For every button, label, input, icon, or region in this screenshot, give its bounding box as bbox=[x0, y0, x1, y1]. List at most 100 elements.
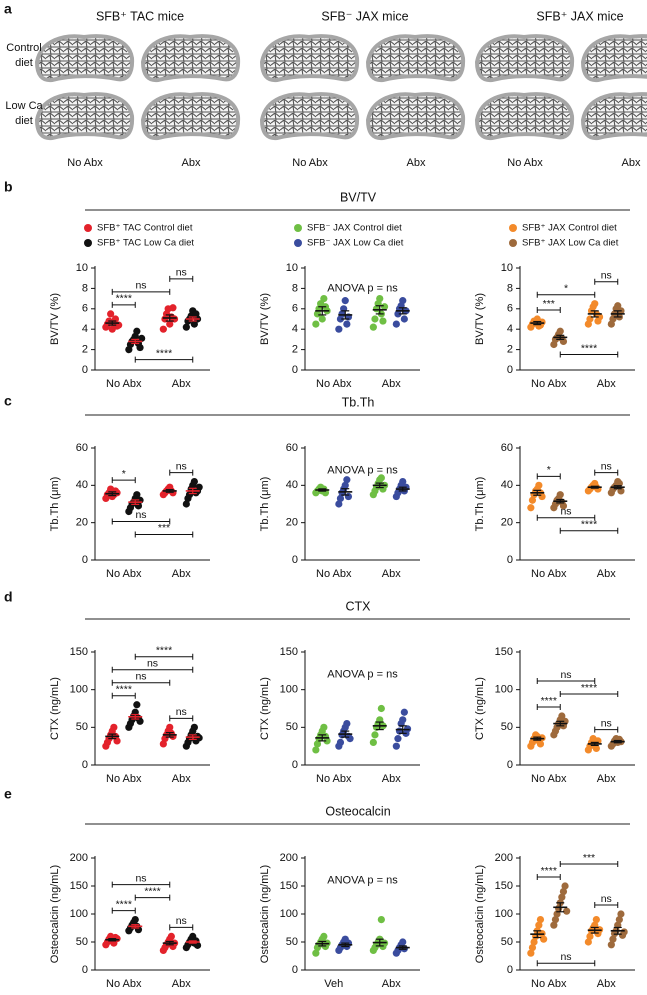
y-tick-label: 100 bbox=[280, 684, 298, 696]
significance-bracket bbox=[536, 874, 561, 880]
significance-label: **** bbox=[581, 682, 597, 694]
significance-label: **** bbox=[156, 645, 172, 657]
data-point bbox=[341, 297, 349, 305]
legend-swatch bbox=[509, 239, 517, 247]
y-axis-label: Tb.Th (μm) bbox=[474, 477, 486, 532]
significance-bracket bbox=[169, 275, 194, 282]
data-point bbox=[166, 723, 174, 731]
row-title: Osteocalcin bbox=[325, 804, 390, 818]
data-point bbox=[536, 916, 545, 924]
y-axis-label: CTX (ng/mL) bbox=[49, 677, 61, 740]
data-point bbox=[380, 303, 389, 311]
significance-bracket bbox=[536, 514, 596, 521]
data-point bbox=[400, 708, 408, 716]
significance-bracket bbox=[536, 678, 596, 685]
y-tick-label: 100 bbox=[495, 684, 513, 696]
significance-bracket bbox=[594, 469, 619, 476]
data-point bbox=[167, 932, 175, 941]
data-point bbox=[107, 310, 115, 318]
significance-bracket bbox=[111, 881, 171, 888]
x-tick-label: Abx bbox=[172, 773, 191, 785]
data-point bbox=[369, 323, 377, 331]
y-axis-label: Osteocalcin (ng/mL) bbox=[259, 865, 271, 963]
treatment-label: No Abx bbox=[507, 157, 543, 169]
y-tick-label: 0 bbox=[82, 964, 88, 976]
legend-swatch bbox=[294, 224, 302, 232]
data-point bbox=[166, 320, 174, 328]
y-tick-label: 200 bbox=[495, 852, 513, 864]
y-tick-label: 150 bbox=[70, 880, 88, 892]
annotation: ANOVA p = ns bbox=[327, 669, 398, 681]
y-tick-label: 100 bbox=[280, 908, 298, 920]
y-axis-label: BV/TV (%) bbox=[474, 293, 486, 345]
significance-bracket bbox=[559, 691, 619, 698]
x-tick-label: No Abx bbox=[316, 378, 352, 390]
x-tick-label: No Abx bbox=[316, 568, 352, 580]
significance-label: ns bbox=[560, 506, 571, 518]
data-point bbox=[376, 295, 384, 303]
significance-label: **** bbox=[581, 342, 597, 354]
row-label: diet bbox=[15, 57, 33, 69]
data-point bbox=[159, 325, 167, 333]
significance-label: ns bbox=[135, 671, 146, 683]
y-tick-label: 200 bbox=[70, 852, 88, 864]
data-point bbox=[138, 334, 146, 342]
data-point bbox=[320, 295, 328, 303]
data-point bbox=[528, 944, 537, 952]
significance-label: ns bbox=[560, 951, 571, 963]
data-point bbox=[399, 716, 407, 724]
data-point bbox=[609, 935, 617, 943]
significance-bracket bbox=[111, 692, 136, 699]
significance-bracket bbox=[536, 291, 596, 298]
treatment-label: No Abx bbox=[292, 157, 328, 169]
row-label: Low Ca bbox=[5, 100, 43, 112]
data-point bbox=[559, 888, 568, 896]
y-tick-label: 50 bbox=[76, 721, 88, 733]
y-tick-label: 150 bbox=[495, 880, 513, 892]
row-label: Control bbox=[6, 42, 41, 54]
significance-bracket bbox=[536, 473, 561, 480]
y-tick-label: 8 bbox=[82, 282, 88, 294]
significance-bracket bbox=[111, 679, 171, 686]
data-point bbox=[335, 325, 343, 333]
y-tick-label: 0 bbox=[507, 554, 513, 566]
data-point bbox=[591, 300, 599, 308]
data-point bbox=[540, 935, 548, 943]
data-point bbox=[113, 489, 121, 497]
data-point bbox=[399, 297, 407, 305]
y-tick-label: 4 bbox=[292, 323, 298, 335]
x-tick-label: Abx bbox=[382, 773, 401, 785]
legend-label: SFB⁻ JAX Low Ca diet bbox=[307, 238, 404, 249]
x-tick-label: Abx bbox=[382, 978, 401, 990]
legend-label: SFB⁺ TAC Control diet bbox=[97, 223, 193, 234]
x-tick-label: No Abx bbox=[531, 773, 567, 785]
data-point bbox=[528, 496, 537, 504]
bone-image bbox=[34, 92, 135, 141]
data-point bbox=[550, 921, 558, 929]
bone-image bbox=[580, 34, 647, 83]
treatment-label: Abx bbox=[622, 157, 641, 169]
y-tick-label: 150 bbox=[280, 646, 298, 658]
data-point bbox=[400, 315, 408, 323]
y-tick-label: 40 bbox=[76, 479, 88, 491]
data-point bbox=[136, 343, 144, 352]
bone-image bbox=[474, 34, 575, 83]
data-point bbox=[133, 327, 141, 335]
annotation: ANOVA p = ns bbox=[327, 874, 398, 886]
data-point bbox=[344, 492, 353, 501]
data-point bbox=[551, 916, 560, 924]
x-tick-label: No Abx bbox=[106, 773, 142, 785]
bone-image bbox=[140, 92, 241, 141]
significance-bracket bbox=[111, 907, 136, 914]
data-point bbox=[343, 320, 351, 328]
data-point bbox=[377, 916, 385, 924]
y-axis-label: Tb.Th (μm) bbox=[259, 477, 271, 532]
legend-label: SFB⁺ JAX Control diet bbox=[522, 223, 617, 234]
significance-bracket bbox=[536, 704, 561, 711]
significance-bracket bbox=[169, 715, 194, 722]
y-axis-label: BV/TV (%) bbox=[259, 293, 271, 345]
data-point bbox=[335, 500, 343, 508]
data-point bbox=[131, 916, 139, 924]
x-tick-label: No Abx bbox=[106, 378, 142, 390]
